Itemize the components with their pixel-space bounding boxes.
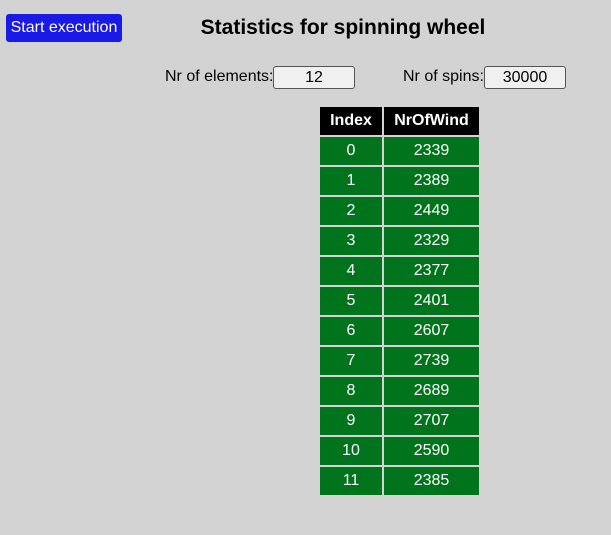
wins-cell: 2385 [384,467,479,495]
statistics-table: Index NrOfWind 0 2339 1 2389 2 2449 3 23… [318,105,481,497]
index-cell: 6 [320,317,382,345]
elements-label: Nr of elements: [165,68,274,85]
wins-cell: 2339 [384,137,479,165]
wins-cell: 2449 [384,197,479,225]
table-row: 10 2590 [320,437,479,465]
table-row: 9 2707 [320,407,479,435]
index-cell: 1 [320,167,382,195]
table-row: 2 2449 [320,197,479,225]
index-cell: 5 [320,287,382,315]
index-cell: 7 [320,347,382,375]
elements-input[interactable] [273,66,355,89]
table-row: 4 2377 [320,257,479,285]
wins-cell: 2607 [384,317,479,345]
index-cell: 9 [320,407,382,435]
wins-cell: 2590 [384,437,479,465]
table-row: 8 2689 [320,377,479,405]
wins-cell: 2329 [384,227,479,255]
table-row: 3 2329 [320,227,479,255]
wins-cell: 2389 [384,167,479,195]
wins-cell: 2689 [384,377,479,405]
table-row: 6 2607 [320,317,479,345]
wins-cell: 2401 [384,287,479,315]
wins-cell: 2707 [384,407,479,435]
spins-input[interactable] [484,66,566,89]
index-cell: 2 [320,197,382,225]
spins-label: Nr of spins: [403,68,484,85]
index-cell: 4 [320,257,382,285]
table-row: 5 2401 [320,287,479,315]
index-cell: 8 [320,377,382,405]
index-cell: 3 [320,227,382,255]
header-index: Index [320,107,382,135]
start-execution-button[interactable]: Start execution [6,14,122,42]
index-cell: 0 [320,137,382,165]
table-row: 1 2389 [320,167,479,195]
wins-cell: 2377 [384,257,479,285]
table-row: 0 2339 [320,137,479,165]
index-cell: 10 [320,437,382,465]
index-cell: 11 [320,467,382,495]
header-nr-of-wins: NrOfWind [384,107,479,135]
wins-cell: 2739 [384,347,479,375]
table-row: 11 2385 [320,467,479,495]
table-row: 7 2739 [320,347,479,375]
table-header-row: Index NrOfWind [320,107,479,135]
page-title: Statistics for spinning wheel [200,16,486,39]
